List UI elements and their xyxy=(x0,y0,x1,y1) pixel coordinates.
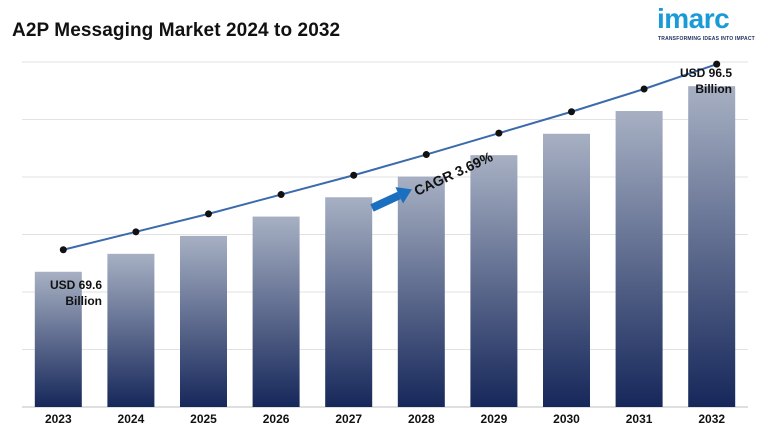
bar-2026 xyxy=(252,216,300,407)
trend-point-2031 xyxy=(640,85,648,93)
end-value-line2: Billion xyxy=(695,82,732,96)
imarc-logo: imarc TRANSFORMING IDEAS INTO IMPACT xyxy=(657,4,759,44)
trend-point-2023 xyxy=(59,246,67,254)
bar-2029 xyxy=(470,155,518,407)
x-tick-2032: 2032 xyxy=(698,412,725,426)
x-tick-2026: 2026 xyxy=(263,412,290,426)
trend-point-2025 xyxy=(205,210,212,218)
trend-point-2029 xyxy=(495,129,503,137)
trend-point-2027 xyxy=(350,171,358,179)
bars xyxy=(34,86,736,408)
trend-point-2028 xyxy=(422,151,430,159)
x-tick-2027: 2027 xyxy=(335,412,362,426)
end-value-annotation: USD 96.5 Billion xyxy=(676,65,732,97)
x-tick-2025: 2025 xyxy=(190,412,217,426)
x-tick-2031: 2031 xyxy=(626,412,653,426)
trend-point-2030 xyxy=(568,108,575,116)
end-value-line1: USD 96.5 xyxy=(679,66,732,80)
bar-2024 xyxy=(107,253,155,407)
chart-title: A2P Messaging Market 2024 to 2032 xyxy=(12,20,341,41)
x-tick-2028: 2028 xyxy=(408,412,435,426)
x-tick-2030: 2030 xyxy=(553,412,580,426)
trend-point-2024 xyxy=(132,228,140,236)
bar-2030 xyxy=(543,133,590,407)
start-value-annotation: USD 69.6 Billion xyxy=(46,277,102,309)
logo-tagline: TRANSFORMING IDEAS INTO IMPACT xyxy=(658,36,755,42)
start-value-line1: USD 69.6 xyxy=(49,278,102,292)
trend-points xyxy=(59,60,721,254)
bar-2032 xyxy=(688,86,736,408)
trend-point-2026 xyxy=(277,191,285,199)
bar-2025 xyxy=(180,235,227,407)
bar-2031 xyxy=(615,110,663,408)
trend-point-2032 xyxy=(713,60,721,68)
cagr-arrow xyxy=(370,187,412,212)
x-tick-2024: 2024 xyxy=(118,412,145,426)
x-tick-2029: 2029 xyxy=(481,412,508,426)
logo-word: imarc xyxy=(657,3,730,34)
bar-2023 xyxy=(34,271,82,407)
x-tick-labels: 2023 2024 2025 2026 2027 2028 2029 2030 2031 2032 xyxy=(45,412,725,426)
x-tick-2023: 2023 xyxy=(45,412,72,426)
start-value-line2: Billion xyxy=(65,294,102,308)
bar-2027 xyxy=(325,197,373,407)
bar-2028 xyxy=(397,176,445,407)
trend-line xyxy=(63,63,718,251)
